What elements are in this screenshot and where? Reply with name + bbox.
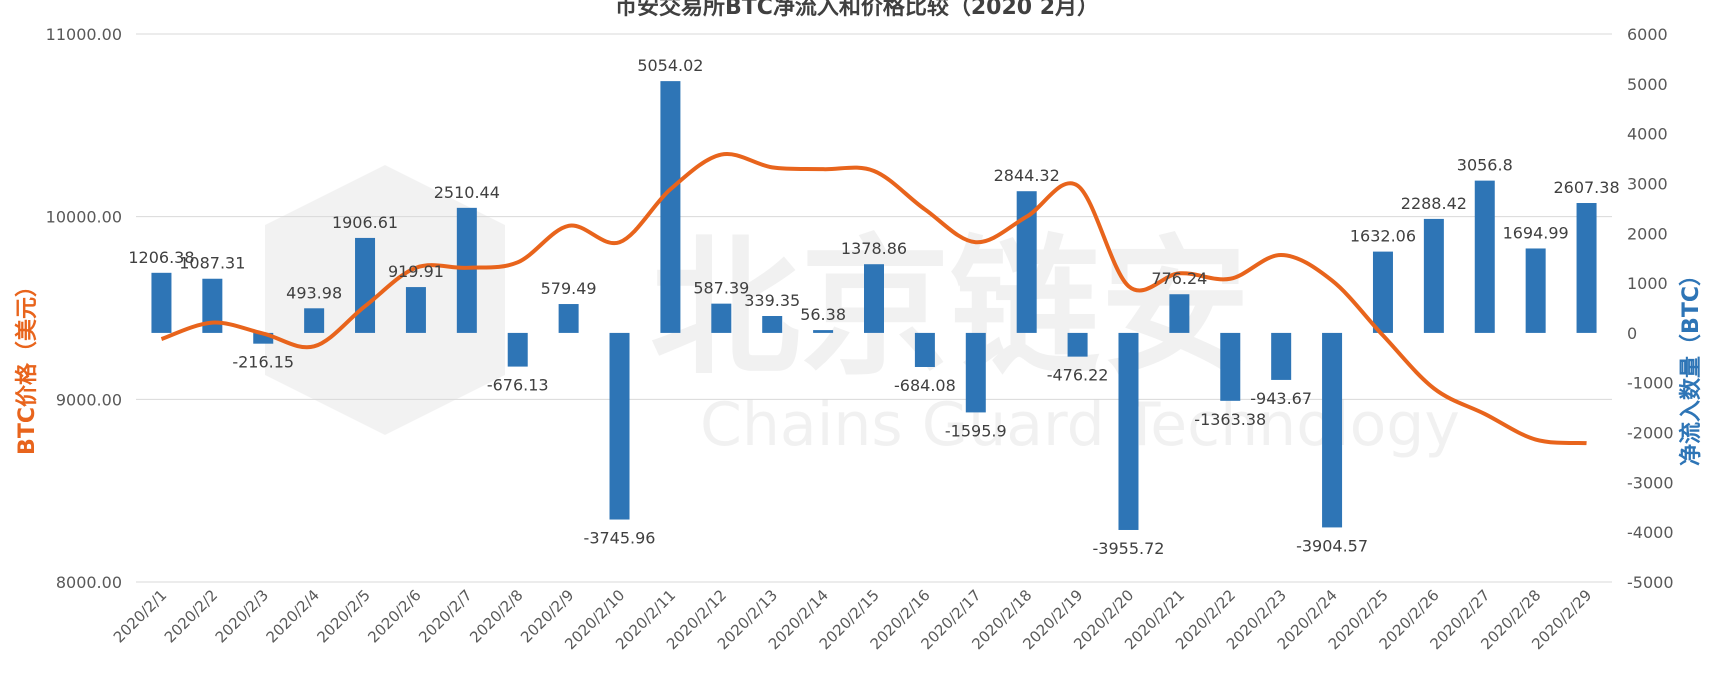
watermark-logo-hexagon (265, 165, 505, 435)
bar-data-label: 1206.38 (128, 248, 194, 267)
bar (609, 332, 630, 520)
bar-data-label: -676.13 (487, 376, 549, 395)
bar-series (151, 81, 1597, 530)
x-tick-label: 2020/2/3 (212, 586, 272, 646)
left-tick-label: 10000.00 (46, 208, 122, 227)
bar (965, 332, 986, 413)
bar-data-label: 1632.06 (1350, 227, 1416, 246)
bar-data-label: 1694.99 (1503, 223, 1569, 242)
bar-data-label: 493.98 (286, 283, 342, 302)
bar (1169, 294, 1190, 333)
left-axis-label: BTC价格（美元） (14, 275, 40, 455)
right-axis-ticks: -5000 -4000 -3000 -2000 -1000 0 1000 2000 3000 40… (1627, 25, 1674, 592)
bar (1016, 191, 1037, 333)
bar (355, 237, 376, 333)
bar (151, 272, 172, 333)
right-tick-label: 6000 (1627, 25, 1668, 44)
bar (864, 264, 884, 333)
bar (1372, 251, 1393, 333)
gridlines (136, 33, 1612, 583)
chart-title: 币安交易所BTC净流入和价格比较（2020 2月） (615, 0, 1099, 20)
bar-data-label: 587.39 (693, 279, 749, 298)
x-tick-label: 2020/2/2 (161, 586, 221, 646)
bar-data-label: 339.35 (744, 291, 800, 310)
bar (1220, 332, 1241, 401)
x-tick-label: 2020/2/8 (466, 586, 526, 646)
bar-data-label: 2607.38 (1553, 178, 1619, 197)
bar-data-label: 5054.02 (637, 56, 703, 75)
right-tick-label: 1000 (1627, 274, 1668, 293)
right-tick-label: -2000 (1627, 424, 1674, 443)
watermark: 北京链安 Chains Guard Technology (265, 165, 1460, 460)
right-tick-label: -4000 (1627, 523, 1674, 542)
bar-data-label: 2510.44 (434, 183, 500, 202)
bar-data-label: 1378.86 (841, 239, 907, 258)
x-tick-label: 2020/2/6 (364, 586, 424, 646)
bar-data-label: 579.49 (541, 279, 597, 298)
bar (558, 304, 579, 333)
bar-data-label: -3745.96 (584, 529, 656, 548)
right-tick-label: -3000 (1627, 473, 1674, 492)
right-tick-label: 5000 (1627, 75, 1668, 94)
bar (304, 308, 325, 333)
x-axis-ticks: 2020/2/12020/2/22020/2/32020/2/42020/2/5… (110, 586, 1595, 653)
left-axis-ticks: 8000.00 9000.00 10000.00 11000.00 (46, 25, 122, 592)
right-tick-label: 3000 (1627, 174, 1668, 193)
bar-data-label: -476.22 (1047, 366, 1109, 385)
bar-data-label: 1087.31 (179, 254, 245, 273)
right-tick-label: -5000 (1627, 573, 1674, 592)
bar-data-label: 56.38 (800, 305, 846, 324)
bar-data-label: -216.15 (232, 353, 294, 372)
bar (202, 278, 223, 333)
bar (1322, 332, 1343, 528)
bar-data-label: 919.91 (388, 262, 444, 281)
x-tick-label: 2020/2/5 (313, 586, 373, 646)
bar (1525, 248, 1546, 333)
right-tick-label: -1000 (1627, 374, 1674, 393)
left-tick-label: 11000.00 (46, 25, 122, 44)
x-tick-label: 2020/2/4 (263, 586, 323, 646)
bar-data-label: -3955.72 (1093, 539, 1165, 558)
bar-data-label: -3904.57 (1296, 536, 1368, 555)
x-tick-label: 2020/2/1 (110, 586, 170, 646)
bar (660, 81, 681, 333)
bar-data-label: 776.24 (1151, 269, 1207, 288)
bar (456, 207, 477, 333)
bar (711, 303, 732, 333)
bar (507, 332, 528, 367)
bar (813, 330, 834, 333)
bar (405, 287, 426, 333)
price-line (160, 151, 1587, 446)
right-tick-label: 0 (1627, 324, 1637, 343)
bar (762, 316, 783, 333)
bar (253, 332, 274, 344)
bar-data-label: -1595.9 (945, 421, 1007, 440)
watermark-text: 北京链安 (650, 222, 1250, 396)
bar (1067, 332, 1088, 357)
right-tick-label: 4000 (1627, 125, 1668, 144)
x-tick-label: 2020/2/7 (415, 586, 475, 646)
bar (1474, 180, 1495, 333)
bar-data-label: -684.08 (894, 376, 956, 395)
bar-data-label: -1363.38 (1194, 410, 1266, 429)
bar-data-label: -943.67 (1250, 389, 1312, 408)
right-tick-label: 2000 (1627, 224, 1668, 243)
watermark-subtext: Chains Guard Technology (700, 390, 1460, 460)
left-tick-label: 9000.00 (56, 390, 122, 409)
bar (914, 332, 935, 367)
right-axis-label: 净流入数量（BTC） (1678, 264, 1704, 466)
bar (1576, 203, 1597, 333)
bar-data-label: 1906.61 (332, 213, 398, 232)
bar (1118, 332, 1139, 530)
bar (1271, 332, 1292, 380)
bar (1423, 218, 1444, 333)
bar-data-label: 2288.42 (1401, 194, 1467, 213)
left-tick-label: 8000.00 (56, 573, 122, 592)
bar-data-label: 2844.32 (994, 166, 1060, 185)
bar-data-label: 3056.8 (1457, 156, 1513, 175)
line-series (160, 151, 1587, 446)
